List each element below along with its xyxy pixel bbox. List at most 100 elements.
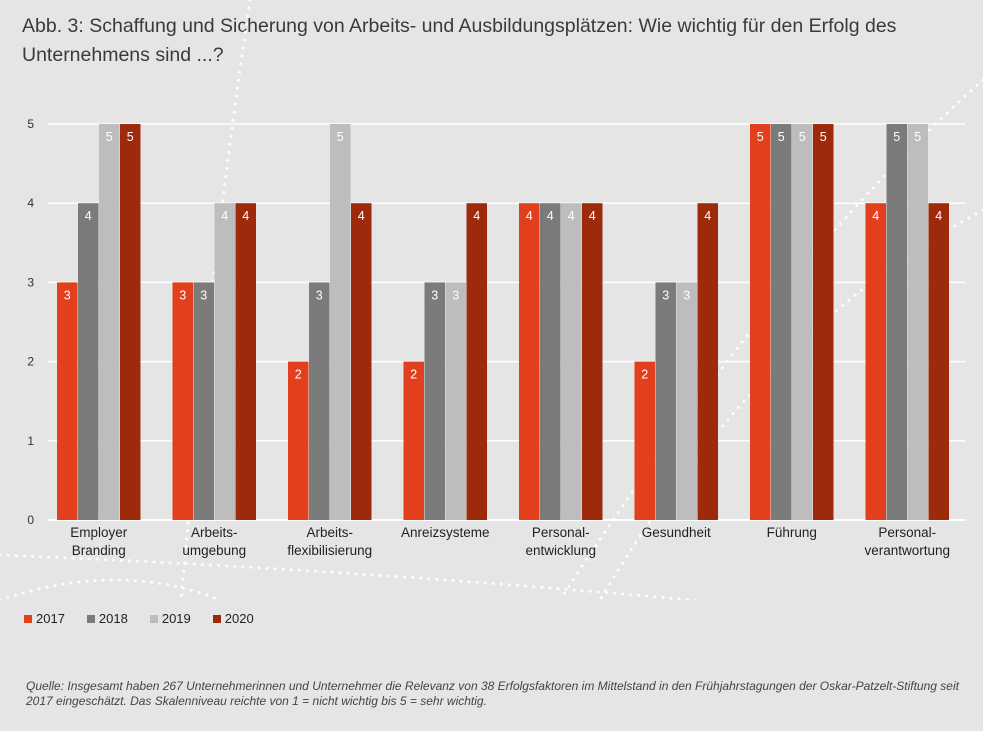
bar <box>424 282 445 520</box>
bar <box>193 282 214 520</box>
legend-item: 2017 <box>24 611 65 626</box>
legend: 2017 2018 2019 2020 <box>24 611 254 626</box>
legend-label: 2019 <box>161 611 191 626</box>
bar <box>120 124 141 520</box>
chart-title: Abb. 3: Schaffung und Sicherung von Arbe… <box>22 15 897 66</box>
bar <box>235 203 256 520</box>
bar-value-label: 4 <box>242 209 249 223</box>
bar-value-label: 5 <box>127 130 134 144</box>
bar <box>886 124 907 520</box>
bar <box>634 361 655 520</box>
bar-value-label: 5 <box>893 130 900 144</box>
source-footnote: Quelle: Insgesamt haben 267 Unternehmeri… <box>26 679 959 708</box>
x-tick-label: Gesundheit <box>642 525 711 540</box>
bar <box>928 203 949 520</box>
bar <box>351 203 372 520</box>
y-tick-label: 4 <box>27 196 34 210</box>
bar-value-label: 3 <box>179 288 186 302</box>
bar-value-label: 4 <box>221 209 228 223</box>
bar <box>309 282 330 520</box>
bar <box>813 124 834 520</box>
decor-dotted-curve <box>0 553 707 600</box>
bar-value-label: 5 <box>757 130 764 144</box>
bar-value-label: 4 <box>704 209 711 223</box>
bar-value-label: 5 <box>914 130 921 144</box>
y-tick-label: 2 <box>27 355 34 369</box>
bar-value-label: 5 <box>799 130 806 144</box>
bar-value-label: 2 <box>641 368 648 382</box>
bar-value-label: 4 <box>473 209 480 223</box>
decor-dotted-curve <box>179 0 252 600</box>
bar <box>792 124 813 520</box>
bar-value-label: 2 <box>410 368 417 382</box>
bar <box>655 282 676 520</box>
bar-value-label: 4 <box>872 209 879 223</box>
bar <box>99 124 120 520</box>
background-dotted-curves <box>0 0 983 600</box>
x-tick-label: Arbeits-flexibilisierung <box>287 525 372 558</box>
bar <box>466 203 487 520</box>
bar-value-label: 5 <box>337 130 344 144</box>
bar <box>330 124 351 520</box>
bar-value-label: 4 <box>358 209 365 223</box>
legend-item: 2020 <box>212 611 254 626</box>
legend-swatch <box>86 614 95 623</box>
legend-swatch <box>212 614 221 623</box>
x-tick-label: Personal-verantwortung <box>864 525 950 558</box>
x-tick-label: Personal-entwicklung <box>525 525 596 558</box>
bar <box>540 203 561 520</box>
bar <box>907 124 928 520</box>
legend-label: 2020 <box>224 611 254 626</box>
bar <box>865 203 886 520</box>
bar <box>750 124 771 520</box>
bar <box>288 361 309 520</box>
bar-value-label: 3 <box>64 288 71 302</box>
legend-label: 2018 <box>98 611 128 626</box>
y-tick-label: 1 <box>27 434 34 448</box>
bar-value-label: 4 <box>589 209 596 223</box>
bar <box>78 203 99 520</box>
bar-value-label: 4 <box>85 209 92 223</box>
bar-value-label: 4 <box>526 209 533 223</box>
y-tick-label: 0 <box>27 513 34 527</box>
bar <box>519 203 540 520</box>
bar <box>445 282 466 520</box>
legend-swatch <box>24 614 32 623</box>
bar <box>676 282 697 520</box>
bar-value-label: 2 <box>295 368 302 382</box>
legend-item: 2018 <box>86 611 128 626</box>
legend-label: 2017 <box>36 611 65 626</box>
bar-value-label: 4 <box>547 209 554 223</box>
y-tick-label: 5 <box>27 117 34 131</box>
bar-value-label: 3 <box>452 288 459 302</box>
bar-value-label: 3 <box>200 288 207 302</box>
x-tick-label: Arbeits-umgebung <box>182 525 246 558</box>
bar <box>697 203 718 520</box>
legend-item: 2019 <box>149 611 191 626</box>
bar <box>172 282 193 520</box>
y-tick-label: 3 <box>27 275 34 289</box>
bar-value-label: 4 <box>935 209 942 223</box>
x-tick-label: Employer Branding <box>70 525 128 558</box>
bar <box>582 203 603 520</box>
bar <box>57 282 78 520</box>
bar-value-label: 3 <box>316 288 323 302</box>
bar <box>771 124 792 520</box>
decor-dotted-curve <box>0 578 222 600</box>
x-axis: Employer Branding Arbeits-umgebung Arbeits-… <box>70 525 950 558</box>
y-axis: 0 1 2 3 4 5 <box>27 117 34 527</box>
bar-value-label: 5 <box>106 130 113 144</box>
bar-value-label: 5 <box>778 130 785 144</box>
bar <box>214 203 235 520</box>
bar-value-label: 3 <box>683 288 690 302</box>
x-tick-label: Führung <box>767 525 817 540</box>
bar-value-label: 5 <box>820 130 827 144</box>
bar <box>561 203 582 520</box>
legend-swatch <box>149 614 158 623</box>
x-tick-label: Anreizsysteme <box>401 525 490 540</box>
bar <box>403 361 424 520</box>
bar-value-label: 3 <box>662 288 669 302</box>
bar-value-label: 4 <box>568 209 575 223</box>
